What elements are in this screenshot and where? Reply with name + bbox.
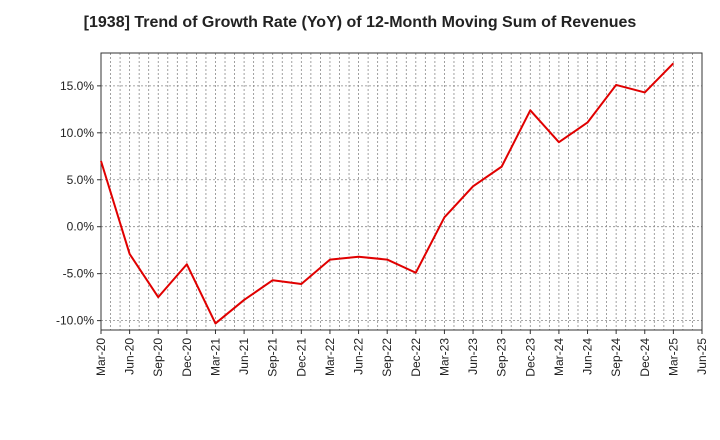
x-tick-label: Sep-20 <box>151 338 165 377</box>
y-tick-label: -5.0% <box>63 267 95 281</box>
x-tick-label: Mar-20 <box>94 338 108 376</box>
y-tick-label: 10.0% <box>60 126 94 140</box>
x-tick-label: Dec-23 <box>523 338 537 377</box>
x-tick-label: Jun-23 <box>466 338 480 375</box>
axes <box>97 52 703 334</box>
x-tick-label: Sep-22 <box>380 338 394 377</box>
x-tick-label: Mar-24 <box>552 338 566 376</box>
grid <box>101 53 702 330</box>
x-tick-label: Jun-22 <box>352 338 366 375</box>
x-tick-label: Sep-24 <box>609 338 623 377</box>
x-tick-label: Dec-24 <box>638 338 652 377</box>
tick-labels: -10.0% -5.0% 0.0% 5.0% 10.0% 15.0% Mar-20 Jun-2… <box>56 79 709 377</box>
x-tick-label: Mar-21 <box>208 338 222 376</box>
x-tick-label: Dec-20 <box>180 338 194 377</box>
x-tick-label: Dec-22 <box>409 338 423 377</box>
x-tick-label: Jun-20 <box>123 338 137 375</box>
x-tick-label: Jun-21 <box>237 338 251 375</box>
series <box>100 62 675 325</box>
y-tick-label: 15.0% <box>60 79 94 93</box>
y-tick-label: -10.0% <box>56 314 94 328</box>
plot-frame <box>100 52 703 331</box>
x-tick-label: Dec-21 <box>294 338 308 377</box>
x-tick-label: Sep-23 <box>495 338 509 377</box>
x-tick-label: Mar-23 <box>437 338 451 376</box>
x-tick-label: Jun-24 <box>581 338 595 375</box>
x-tick-label: Mar-22 <box>323 338 337 376</box>
x-tick-label: Jun-25 <box>695 338 709 375</box>
y-tick-label: 5.0% <box>67 173 95 187</box>
chart-title: [1938] Trend of Growth Rate (YoY) of 12-… <box>83 14 637 31</box>
y-tick-label: 0.0% <box>67 220 95 234</box>
x-tick-label: Sep-21 <box>266 338 280 377</box>
x-tick-label: Mar-25 <box>666 338 680 376</box>
